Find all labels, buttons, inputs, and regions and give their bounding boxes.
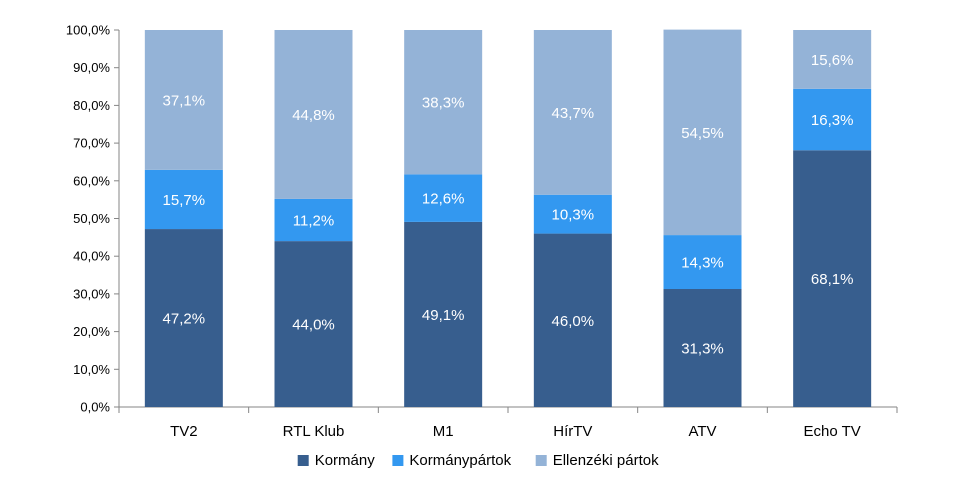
data-label: 44,8% xyxy=(292,107,335,124)
y-tick-label: 60,0% xyxy=(73,173,110,188)
x-tick-label: TV2 xyxy=(170,423,198,440)
legend-swatch xyxy=(297,455,309,466)
y-tick-label: 100,0% xyxy=(66,23,111,38)
bar-segment xyxy=(274,30,353,199)
legend-swatch xyxy=(392,455,404,466)
y-tick-label: 90,0% xyxy=(73,60,110,75)
bar-segment xyxy=(274,241,353,407)
bar-segment xyxy=(663,29,742,236)
y-tick-label: 40,0% xyxy=(73,249,110,264)
y-tick-label: 10,0% xyxy=(73,362,110,377)
x-tick-label: M1 xyxy=(433,423,454,440)
data-label: 12,6% xyxy=(422,191,465,208)
bar-segment xyxy=(533,233,612,407)
data-label: 31,3% xyxy=(681,340,724,357)
legend-label: Kormány xyxy=(315,452,376,469)
bar-segment xyxy=(404,174,483,222)
bar-segment xyxy=(793,30,872,89)
y-tick-label: 70,0% xyxy=(73,136,110,151)
x-tick-label: Echo TV xyxy=(804,423,861,440)
bar-segment xyxy=(144,169,223,230)
x-tick-label: HírTV xyxy=(553,423,592,440)
x-tick-label: ATV xyxy=(688,423,716,440)
data-label: 38,3% xyxy=(422,95,465,112)
data-label: 10,3% xyxy=(552,207,595,224)
y-tick-label: 0,0% xyxy=(80,400,110,415)
y-tick-label: 20,0% xyxy=(73,324,110,339)
bar-segment xyxy=(533,30,612,195)
data-label: 49,1% xyxy=(422,307,465,324)
data-label: 16,3% xyxy=(811,112,854,129)
bar-segment xyxy=(404,30,483,175)
bar-segment xyxy=(533,194,612,234)
legend-label: Kormánypártok xyxy=(409,452,511,469)
data-label: 14,3% xyxy=(681,255,724,272)
legend-label: Ellenzéki pártok xyxy=(553,452,659,469)
y-tick-label: 30,0% xyxy=(73,286,110,301)
legend-swatch xyxy=(535,455,547,466)
bar-segment xyxy=(793,150,872,407)
data-label: 37,1% xyxy=(163,92,206,109)
y-tick-label: 80,0% xyxy=(73,98,110,113)
bar-segment xyxy=(274,198,353,242)
bar-segment xyxy=(663,288,742,407)
data-label: 46,0% xyxy=(552,313,595,330)
y-tick-label: 50,0% xyxy=(73,211,110,226)
bar-segment xyxy=(663,235,742,289)
data-label: 44,0% xyxy=(292,317,335,334)
x-tick-label: RTL Klub xyxy=(283,423,345,440)
bar-segment xyxy=(404,221,483,407)
data-label: 11,2% xyxy=(293,213,334,230)
data-label: 68,1% xyxy=(811,271,854,288)
bar-segment xyxy=(144,30,223,170)
data-label: 15,7% xyxy=(163,192,206,209)
data-label: 54,5% xyxy=(681,125,724,142)
data-label: 47,2% xyxy=(163,311,206,328)
data-label: 15,6% xyxy=(811,52,854,69)
bar-segment xyxy=(144,229,223,407)
bar-segment xyxy=(793,88,872,151)
data-label: 43,7% xyxy=(552,105,595,122)
